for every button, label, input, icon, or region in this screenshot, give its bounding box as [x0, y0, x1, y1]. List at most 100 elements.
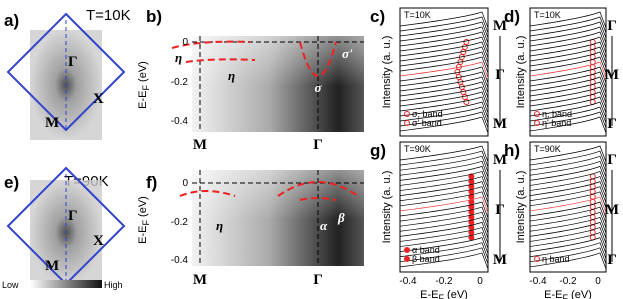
edc-curve: [529, 26, 607, 44]
edc-curve: [529, 191, 607, 208]
edc-curve: [399, 186, 489, 203]
y-axis-label: Intensity (a. u.): [381, 36, 393, 109]
x-axis-label-part: (eV): [444, 289, 468, 299]
panel-label: d): [504, 7, 520, 26]
x-tick-label: -0.4: [529, 276, 547, 287]
x-tick-label: 0: [477, 276, 483, 287]
edc-curve: [399, 206, 489, 224]
edc-curve: [399, 16, 489, 34]
x-axis-label-part: E-E: [544, 289, 562, 299]
edc-curve: [399, 150, 489, 168]
y-axis-label: Intensity (a. u.): [515, 171, 527, 244]
point-label: Γ: [68, 54, 78, 70]
edc-curve: [529, 145, 607, 163]
y-axis-label: Intensity (a. u.): [515, 36, 527, 109]
legend-label: η' band: [542, 118, 571, 128]
legend-label: σ' band: [412, 118, 442, 128]
y-tick-label: -0.4: [171, 255, 189, 266]
legend-marker: [404, 120, 410, 126]
panel-label: h): [504, 141, 520, 160]
legend-label: η, band: [542, 109, 572, 119]
peak-marker: [468, 234, 475, 241]
edc-curve: [529, 237, 607, 254]
edc-curve: [399, 26, 489, 44]
colorbar-label: High: [104, 280, 123, 290]
edc-curve: [529, 170, 607, 188]
panel-label: g): [370, 141, 386, 160]
edc-curve: [529, 46, 607, 64]
y-tick-label: -0.2: [171, 217, 189, 228]
edc-curve: [399, 160, 489, 178]
side-label: M: [493, 152, 507, 168]
legend-label: β band: [412, 254, 440, 264]
edc-curve: [529, 21, 607, 39]
edc-curve: [529, 106, 607, 124]
edc-curve: [529, 56, 607, 74]
edc-curve: [529, 186, 607, 203]
edc-curve: [529, 76, 607, 94]
legend-marker: [404, 247, 410, 253]
y-tick-label: -0.4: [171, 116, 189, 127]
edc-curve: [529, 150, 607, 168]
panel-label: f): [146, 173, 157, 192]
x-tick-label: -0.2: [435, 276, 453, 287]
edc-curve: [529, 66, 607, 84]
edc-curve: [399, 216, 489, 234]
point-label: X: [93, 233, 104, 249]
panel-label: b): [146, 7, 162, 26]
band-dispersion: [171, 40, 337, 77]
edc-curve: [529, 41, 607, 59]
x-axis-label-part: (eV): [568, 289, 592, 299]
side-label: Γ: [607, 152, 617, 168]
edc-curve: [529, 71, 607, 89]
edc-curve: [529, 111, 607, 129]
edc-curve: [529, 252, 607, 270]
edc-curve: [529, 176, 607, 193]
edc-curve: [529, 36, 607, 54]
brillouin-zone: [6, 12, 126, 132]
legend-label: α band: [412, 245, 440, 255]
temperature: T=90K: [534, 144, 561, 154]
edc-curve: [399, 36, 489, 54]
edc-curve: [399, 86, 489, 104]
y-tick-label: -0.2: [171, 77, 189, 88]
point-label: M: [45, 258, 59, 274]
edc-curve: [399, 196, 489, 214]
band-annotation: η: [228, 68, 235, 83]
edc-curve: [399, 252, 489, 270]
band-annotation: σ: [314, 80, 322, 95]
band-annotation: σ': [342, 46, 353, 61]
band-annotation: β: [337, 210, 345, 225]
y-tick-label: 0: [182, 37, 188, 48]
edc-curve: [399, 242, 489, 259]
edc-curve: [529, 61, 607, 79]
edc-curve: [399, 145, 489, 163]
edc-curve: [529, 155, 607, 173]
edc-curve: [399, 81, 489, 99]
point-label: Γ: [68, 208, 78, 224]
x-label: M: [193, 137, 207, 153]
y-axis-label: Intensity (a. u.): [381, 171, 393, 244]
temperature: T=10K: [86, 7, 131, 24]
edc-curve: [529, 101, 607, 119]
edc-curve: [399, 165, 489, 183]
legend-label: σ, band: [412, 109, 443, 119]
edc-curve: [399, 56, 489, 74]
side-label: Γ: [607, 18, 617, 34]
arpes-image: [192, 36, 364, 86]
legend-marker: [404, 256, 410, 262]
temperature: T=90K: [404, 144, 431, 154]
edc-curve: [529, 96, 607, 114]
edc-curve: [399, 155, 489, 173]
edc-curve: [529, 86, 607, 104]
edc-curve: [399, 232, 489, 249]
edc-curve: [399, 46, 489, 64]
point-label: M: [45, 115, 59, 131]
x-label: Γ: [313, 137, 323, 153]
edc-curve: [399, 41, 489, 59]
edc-curve: [529, 31, 607, 49]
edc-curve: [399, 76, 489, 94]
edc-curve: [529, 247, 607, 264]
edc-curve: [399, 21, 489, 39]
